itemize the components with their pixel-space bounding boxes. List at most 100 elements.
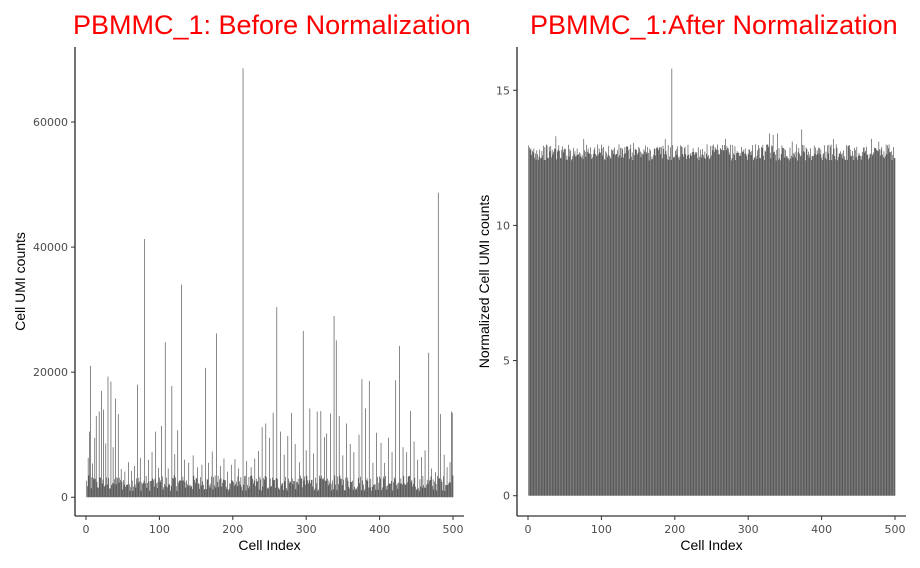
bar <box>597 144 599 496</box>
bar <box>799 153 800 496</box>
bar <box>412 483 414 498</box>
bar <box>659 147 660 496</box>
bar <box>217 481 218 498</box>
bar <box>304 476 306 498</box>
bar <box>207 479 209 498</box>
bar <box>739 155 740 496</box>
bar <box>843 150 844 496</box>
bar <box>584 150 585 496</box>
bar <box>574 151 576 496</box>
bar <box>877 151 879 496</box>
bar <box>411 479 413 498</box>
bar <box>353 452 355 498</box>
bar <box>556 159 557 496</box>
bar <box>689 158 690 496</box>
bar <box>830 146 831 496</box>
bar <box>827 145 828 496</box>
bar <box>642 154 644 496</box>
bar <box>875 148 877 496</box>
bar <box>283 454 285 498</box>
bar <box>229 483 231 498</box>
bar <box>838 156 839 496</box>
bar <box>255 486 256 498</box>
bar <box>188 462 190 498</box>
bar <box>286 488 287 498</box>
bar <box>185 487 187 498</box>
bar <box>206 478 208 498</box>
bar <box>178 480 180 498</box>
bar <box>132 490 134 498</box>
bar <box>728 148 729 496</box>
bar <box>841 153 843 496</box>
bar <box>887 145 888 496</box>
bar <box>141 482 143 498</box>
bar <box>750 154 752 496</box>
bar <box>653 148 655 496</box>
bar <box>409 475 410 498</box>
bar <box>234 459 236 498</box>
bar <box>754 157 756 496</box>
bar <box>609 157 611 496</box>
bar <box>761 147 762 496</box>
bar <box>180 480 181 498</box>
bar <box>588 152 590 496</box>
bar <box>811 156 813 496</box>
bar <box>230 483 231 498</box>
bar <box>532 152 534 496</box>
bar <box>691 155 692 496</box>
bar <box>313 490 315 498</box>
bar <box>200 477 201 498</box>
bar <box>791 155 792 496</box>
bar <box>284 481 286 498</box>
bar <box>677 146 679 496</box>
bar <box>266 487 268 498</box>
bar <box>882 157 884 496</box>
bar <box>92 478 94 498</box>
bar <box>314 488 316 498</box>
bar <box>674 156 676 496</box>
bar <box>147 482 148 498</box>
bar <box>294 481 295 498</box>
bar <box>816 150 818 496</box>
bar <box>720 149 722 496</box>
bar <box>355 488 357 498</box>
bar <box>885 156 886 496</box>
bar <box>246 460 248 498</box>
bar <box>587 151 588 496</box>
bar <box>283 490 284 498</box>
bar <box>845 159 847 496</box>
bar <box>448 483 449 498</box>
bar <box>277 479 278 498</box>
bar <box>810 148 811 496</box>
bar <box>636 150 637 496</box>
bar <box>214 475 216 498</box>
bar <box>555 136 557 496</box>
bar <box>559 157 561 496</box>
bar <box>679 156 681 496</box>
bar <box>128 484 130 498</box>
bar <box>235 484 237 498</box>
bar <box>418 490 420 498</box>
x-axis-label-after: Cell Index <box>680 537 742 553</box>
bar <box>700 149 701 496</box>
bar <box>404 484 406 498</box>
bar <box>144 238 146 498</box>
bar <box>746 155 748 496</box>
bar <box>396 483 398 498</box>
bar <box>339 475 341 498</box>
bar <box>410 410 411 498</box>
bar <box>634 148 636 496</box>
bar <box>167 487 168 498</box>
bar <box>562 152 564 496</box>
bar <box>117 414 119 498</box>
bar <box>825 151 827 496</box>
bar <box>533 148 535 496</box>
bar <box>714 151 715 496</box>
bar <box>824 145 825 496</box>
x-axis-label-before: Cell Index <box>238 537 300 553</box>
bar <box>741 151 743 496</box>
bar <box>761 148 763 496</box>
bar <box>432 486 433 498</box>
bar <box>359 483 361 498</box>
bar <box>437 192 439 498</box>
